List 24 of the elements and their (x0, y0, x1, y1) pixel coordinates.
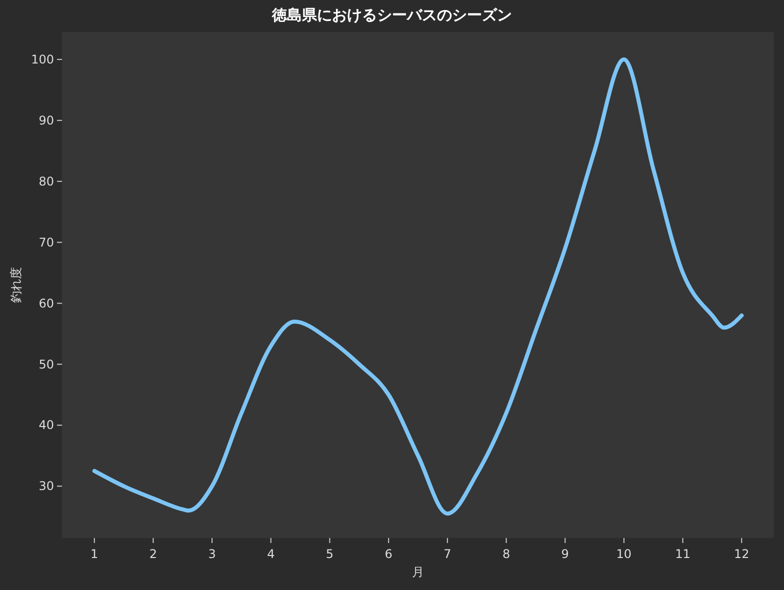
y-tick-label: 50 (38, 357, 54, 372)
y-tick-label: 70 (38, 235, 54, 250)
x-tick-label: 3 (208, 547, 216, 561)
y-axis-title: 釣れ度 (9, 267, 23, 303)
y-tick-label: 80 (38, 174, 54, 188)
y-tick-label: 40 (38, 418, 54, 432)
x-tick-label: 1 (90, 547, 98, 561)
x-tick-label: 2 (149, 547, 158, 561)
chart-title: 徳島県におけるシーバスのシーズン (271, 6, 512, 24)
x-tick-label: 9 (561, 547, 569, 561)
x-tick-label: 6 (384, 547, 392, 561)
x-tick-label: 7 (444, 547, 452, 561)
x-tick-label: 12 (734, 547, 750, 561)
x-tick-label: 10 (616, 547, 632, 561)
x-tick-label: 5 (326, 547, 334, 561)
line-series (92, 57, 744, 516)
x-tick-label: 8 (502, 547, 510, 561)
y-tick-label: 90 (38, 113, 54, 128)
x-tick-label: 4 (267, 547, 275, 561)
y-tick-label: 30 (38, 479, 54, 494)
y-tick-label: 100 (31, 52, 54, 66)
x-tick-label: 11 (675, 547, 690, 561)
x-axis-title: 月 (412, 565, 424, 579)
y-tick-label: 60 (38, 296, 54, 310)
